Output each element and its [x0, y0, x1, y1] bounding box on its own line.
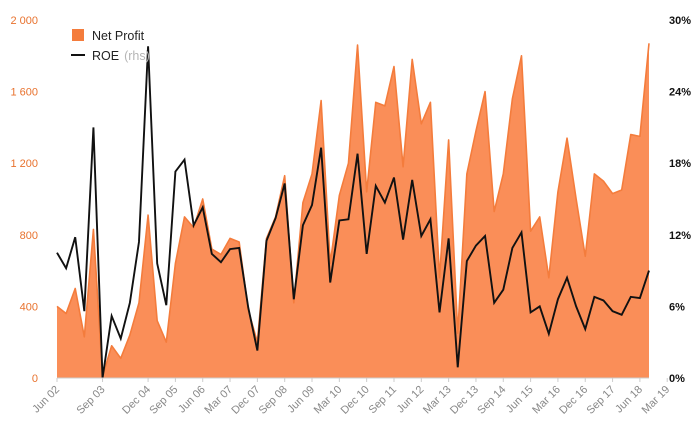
x-tick-label: Jun 18 — [613, 384, 645, 416]
x-tick-label: Sep 05 — [147, 384, 180, 417]
net-profit-edge — [56, 43, 650, 378]
x-tick-label: Mar 16 — [530, 384, 563, 417]
y-right-tick-label: 12% — [669, 230, 691, 242]
legend-label-roe: ROE (rhs) — [92, 49, 150, 63]
y-right-tick-label: 30% — [669, 15, 691, 27]
y-left-tick-label: 0 — [32, 373, 38, 385]
x-tick-label: Mar 07 — [202, 384, 235, 417]
y-right-tick-label: 6% — [669, 301, 685, 313]
x-tick-label: Jun 09 — [285, 384, 317, 416]
x-tick-label: Sep 11 — [367, 384, 400, 417]
y-left-tick-label: 1 200 — [10, 158, 38, 170]
x-tick-label: Mar 10 — [312, 384, 345, 417]
y-left-tick-label: 2 000 — [10, 15, 38, 27]
x-tick-label: Jun 12 — [395, 384, 427, 416]
y-left-tick-label: 800 — [20, 230, 38, 242]
x-tick-label: Mar 13 — [421, 384, 454, 417]
x-tick-label: Dec 16 — [557, 384, 590, 417]
legend-swatch-net-profit — [72, 29, 84, 41]
legend-label-roe-name: ROE — [92, 49, 119, 63]
plot-area — [56, 43, 650, 379]
x-tick-label: Jun 02 — [30, 384, 62, 416]
y-right-tick-label: 18% — [669, 158, 691, 170]
roe-line — [56, 46, 650, 379]
y-right-tick-label: 0% — [669, 373, 685, 385]
y-left-tick-label: 400 — [20, 301, 38, 313]
x-tick-label: Sep 08 — [257, 384, 290, 417]
x-tick-label: Dec 07 — [229, 384, 262, 417]
x-tick-label: Jun 15 — [504, 384, 536, 416]
x-tick-label: Sep 03 — [74, 384, 107, 417]
legend: Net Profit ROE (rhs) — [71, 29, 150, 63]
y-left-tick-label: 1 600 — [10, 87, 38, 99]
x-tick-label: Jun 06 — [176, 384, 208, 416]
y-right-tick-label: 24% — [669, 87, 691, 99]
x-tick-label: Dec 04 — [120, 384, 153, 417]
x-tick-label: Dec 10 — [339, 384, 372, 417]
x-tick-label: Sep 14 — [475, 384, 508, 417]
legend-label-net-profit: Net Profit — [92, 29, 145, 43]
x-tick-label: Mar 19 — [640, 384, 673, 417]
legend-label-roe-suffix: (rhs) — [124, 49, 150, 63]
x-tick-label: Dec 13 — [448, 384, 481, 417]
x-tick-label: Sep 17 — [585, 384, 618, 417]
